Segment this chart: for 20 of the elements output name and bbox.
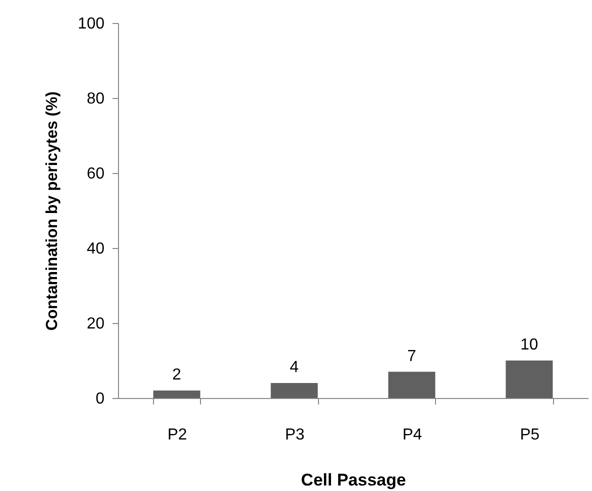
x-tick-label: P5 xyxy=(520,426,540,444)
data-label: 4 xyxy=(290,359,299,376)
bar xyxy=(388,372,436,398)
x-tick-label: P3 xyxy=(284,426,305,444)
bar xyxy=(506,360,553,398)
y-tick-label: 20 xyxy=(86,316,105,332)
x-axis-title: Cell Passage xyxy=(301,470,406,490)
y-tick-label: 60 xyxy=(86,166,105,182)
y-tick-label: 0 xyxy=(96,390,105,408)
x-tick-label: P4 xyxy=(402,426,422,444)
bar xyxy=(270,383,318,398)
y-tick-label: 40 xyxy=(86,240,105,258)
x-tick-label: P2 xyxy=(167,426,188,444)
data-label: 10 xyxy=(520,336,538,354)
y-tick-label: 80 xyxy=(86,90,105,108)
y-axis-title: Contamination by pericytes (%) xyxy=(44,91,61,331)
bar xyxy=(153,390,200,398)
data-label: 2 xyxy=(172,366,182,384)
data-label: 7 xyxy=(407,348,416,365)
y-tick-label: 100 xyxy=(78,16,105,32)
